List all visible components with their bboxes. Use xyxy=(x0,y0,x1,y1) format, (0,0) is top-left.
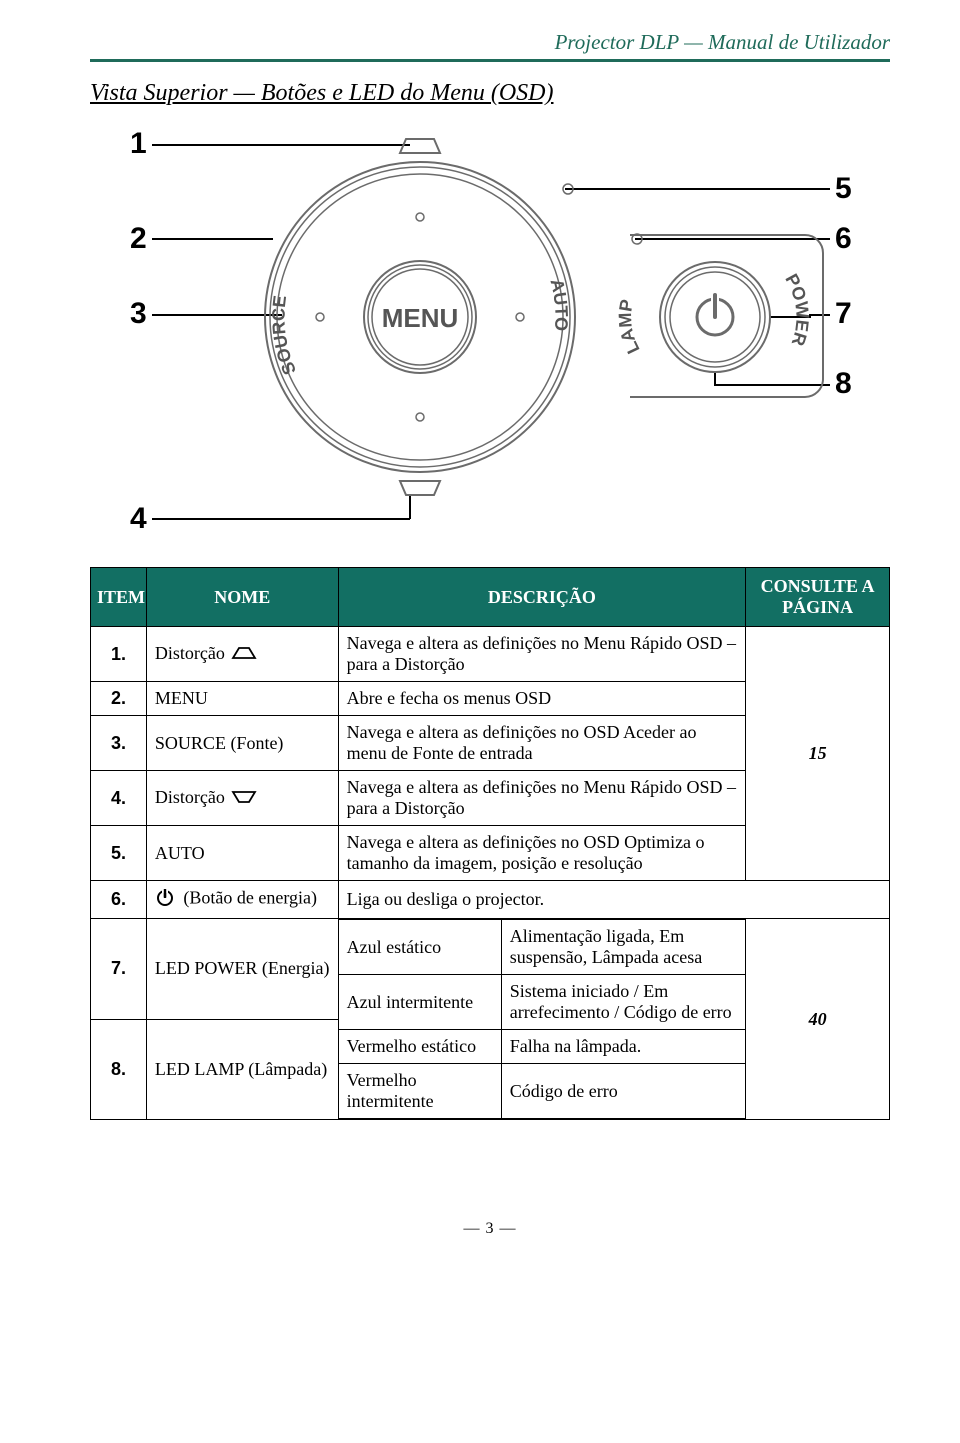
led-red-blink-label: Vermelho intermitente xyxy=(339,1064,502,1119)
row5-idx: 5. xyxy=(91,826,147,881)
callout-6: 6 xyxy=(835,222,852,256)
diagram-svg: MENU SOURCE xyxy=(90,117,890,547)
top-view-diagram: 1 2 3 4 5 6 7 8 xyxy=(90,117,890,547)
power-label: POWER xyxy=(781,270,812,348)
row6-nome: (Botão de energia) xyxy=(146,881,338,919)
led-inner-cell: Azul estático Alimentação ligada, Em sus… xyxy=(338,919,746,1120)
callout-2: 2 xyxy=(130,222,147,256)
auto-label: AUTO xyxy=(546,277,571,332)
page-ref-15: 15 xyxy=(746,627,890,881)
row4-nome: Distorção xyxy=(146,771,338,826)
row6-idx: 6. xyxy=(91,881,147,919)
led-red-static-desc: Falha na lâmpada. xyxy=(501,1030,745,1064)
row6-desc: Liga ou desliga o projector. xyxy=(338,881,889,919)
row3-desc: Navega e altera as definições no OSD Ace… xyxy=(338,716,746,771)
row1-nome: Distorção xyxy=(146,627,338,682)
row3-nome: SOURCE (Fonte) xyxy=(146,716,338,771)
row4-desc: Navega e altera as definições no Menu Rá… xyxy=(338,771,746,826)
led-blue-static-desc: Alimentação ligada, Em suspensão, Lâmpad… xyxy=(501,920,745,975)
power-icon xyxy=(155,887,175,912)
trapezoid-up-icon xyxy=(231,644,257,665)
row1-desc: Navega e altera as definições no Menu Rá… xyxy=(338,627,746,682)
callout-7: 7 xyxy=(835,297,852,331)
row5-desc: Navega e altera as definições no OSD Opt… xyxy=(338,826,746,881)
row2-idx: 2. xyxy=(91,682,147,716)
led-red-static-label: Vermelho estático xyxy=(339,1030,502,1064)
callout-1: 1 xyxy=(130,127,147,161)
page-ref-40: 40 xyxy=(746,919,890,1120)
lamp-label: LAMP xyxy=(615,298,644,357)
led-blue-blink-desc: Sistema iniciado / Em arrefecimento / Có… xyxy=(501,975,745,1030)
callout-3: 3 xyxy=(130,297,147,331)
led-blue-blink-label: Azul intermitente xyxy=(339,975,502,1030)
section-title: Vista Superior — Botões e LED do Menu (O… xyxy=(90,80,890,107)
trapezoid-down-icon xyxy=(231,788,257,809)
row7-nome: LED POWER (Energia) xyxy=(146,919,338,1020)
led-red-blink-desc: Código de erro xyxy=(501,1064,745,1119)
row5-nome: AUTO xyxy=(146,826,338,881)
th-item: ITEM xyxy=(91,568,147,627)
row7-idx: 7. xyxy=(91,919,147,1020)
row2-desc: Abre e fecha os menus OSD xyxy=(338,682,746,716)
callout-4: 4 xyxy=(130,502,147,536)
page-header: Projector DLP — Manual de Utilizador xyxy=(90,30,890,55)
row2-nome: MENU xyxy=(146,682,338,716)
page-number: — 3 — xyxy=(90,1220,890,1238)
header-rule xyxy=(90,59,890,62)
th-page: CONSULTE A PÁGINA xyxy=(746,568,890,627)
callout-8: 8 xyxy=(835,367,852,401)
row4-idx: 4. xyxy=(91,771,147,826)
row1-idx: 1. xyxy=(91,627,147,682)
menu-label: MENU xyxy=(382,303,459,333)
th-desc: DESCRIÇÃO xyxy=(338,568,746,627)
callout-5: 5 xyxy=(835,172,852,206)
led-blue-static-label: Azul estático xyxy=(339,920,502,975)
th-nome: NOME xyxy=(146,568,338,627)
row8-nome: LED LAMP (Lâmpada) xyxy=(146,1019,338,1120)
reference-table: ITEM NOME DESCRIÇÃO CONSULTE A PÁGINA 1.… xyxy=(90,567,890,1120)
row3-idx: 3. xyxy=(91,716,147,771)
row8-idx: 8. xyxy=(91,1019,147,1120)
